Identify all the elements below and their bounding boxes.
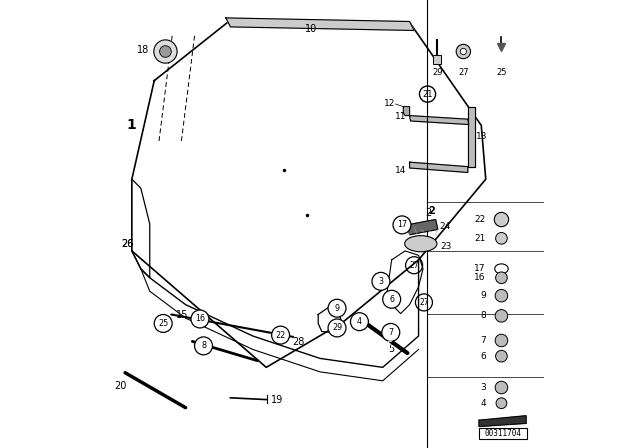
- Text: 3: 3: [480, 383, 486, 392]
- Text: 21: 21: [422, 90, 433, 99]
- Circle shape: [496, 398, 507, 409]
- Text: 26: 26: [121, 239, 134, 249]
- Text: 13: 13: [476, 132, 488, 141]
- FancyBboxPatch shape: [433, 55, 442, 64]
- Text: 26: 26: [121, 239, 134, 249]
- Circle shape: [191, 310, 209, 328]
- Text: 19: 19: [271, 395, 283, 405]
- Text: 29: 29: [332, 323, 342, 332]
- Text: 18: 18: [136, 45, 149, 55]
- Polygon shape: [479, 416, 526, 426]
- Circle shape: [495, 381, 508, 394]
- Ellipse shape: [404, 236, 437, 252]
- Text: 25: 25: [496, 68, 507, 77]
- Polygon shape: [410, 116, 468, 125]
- Text: 3: 3: [378, 277, 383, 286]
- Text: 20: 20: [115, 381, 127, 391]
- Circle shape: [495, 310, 508, 322]
- Circle shape: [328, 299, 346, 317]
- Text: 27: 27: [458, 68, 468, 77]
- Text: 6: 6: [480, 352, 486, 361]
- Text: 9: 9: [335, 304, 340, 313]
- Text: 28: 28: [292, 337, 305, 347]
- Text: 8: 8: [480, 311, 486, 320]
- Circle shape: [271, 326, 289, 344]
- Text: 2: 2: [426, 208, 431, 218]
- Text: 4: 4: [357, 317, 362, 326]
- Circle shape: [495, 289, 508, 302]
- Circle shape: [383, 290, 401, 308]
- Text: 8: 8: [201, 341, 206, 350]
- Text: 27: 27: [409, 261, 419, 270]
- Circle shape: [372, 272, 390, 290]
- Circle shape: [393, 216, 411, 234]
- Circle shape: [495, 350, 508, 362]
- Text: 11: 11: [394, 112, 406, 121]
- Text: 10: 10: [305, 24, 317, 34]
- Text: 2: 2: [429, 206, 435, 215]
- Circle shape: [159, 46, 172, 57]
- Text: 21: 21: [474, 234, 486, 243]
- Text: 27: 27: [419, 298, 429, 307]
- Text: 7: 7: [480, 336, 486, 345]
- Text: 22: 22: [275, 331, 285, 340]
- Circle shape: [154, 314, 172, 332]
- Circle shape: [494, 212, 509, 227]
- Circle shape: [460, 48, 467, 55]
- Circle shape: [351, 313, 369, 331]
- Circle shape: [495, 334, 508, 347]
- Circle shape: [154, 40, 177, 63]
- Text: 00311704: 00311704: [484, 429, 522, 438]
- Text: 17: 17: [397, 220, 407, 229]
- Text: 4: 4: [480, 399, 486, 408]
- Text: 14: 14: [395, 166, 406, 175]
- Text: 5: 5: [388, 344, 395, 353]
- Polygon shape: [407, 220, 438, 235]
- Circle shape: [495, 272, 508, 284]
- Text: 12: 12: [384, 99, 396, 108]
- Text: 7: 7: [388, 328, 394, 337]
- Text: 17: 17: [474, 264, 486, 273]
- Circle shape: [456, 44, 470, 59]
- Text: 1: 1: [126, 118, 136, 133]
- Text: 6: 6: [389, 295, 394, 304]
- Circle shape: [195, 337, 212, 355]
- Polygon shape: [226, 18, 414, 30]
- Circle shape: [328, 319, 346, 337]
- Text: 24: 24: [439, 222, 451, 231]
- Text: 9: 9: [480, 291, 486, 300]
- Polygon shape: [410, 162, 468, 172]
- Text: 5: 5: [387, 341, 392, 351]
- Text: 25: 25: [158, 319, 168, 328]
- Text: 16: 16: [474, 273, 486, 282]
- Polygon shape: [468, 107, 475, 167]
- Circle shape: [495, 233, 508, 244]
- Text: 23: 23: [440, 242, 451, 251]
- FancyBboxPatch shape: [479, 428, 527, 439]
- Polygon shape: [403, 107, 410, 116]
- Circle shape: [382, 323, 400, 341]
- Text: 16: 16: [195, 314, 205, 323]
- Text: 29: 29: [432, 68, 443, 77]
- Text: 15: 15: [176, 310, 188, 320]
- Text: 22: 22: [474, 215, 486, 224]
